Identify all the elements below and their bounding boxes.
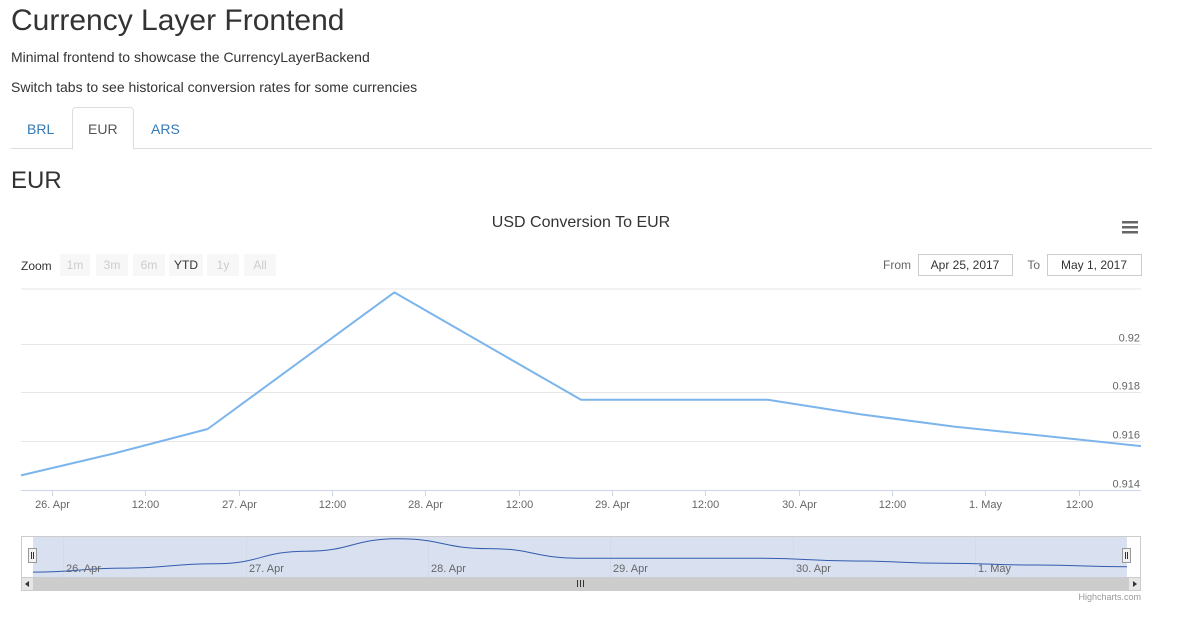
navigator-selection-mask[interactable] (33, 537, 1127, 577)
data-point[interactable] (202, 423, 214, 435)
chevron-right-icon (1133, 581, 1137, 587)
from-date-input[interactable]: Apr 25, 2017 (918, 254, 1013, 276)
data-point[interactable] (15, 469, 27, 481)
handle-body (1122, 548, 1131, 563)
zoom-ytd-label: YTD (174, 258, 198, 272)
from-label: From (883, 258, 911, 272)
zoom-6m-button[interactable]: 6m (133, 254, 165, 276)
navigator-tick-label: 30. Apr (796, 563, 831, 575)
data-point[interactable] (668, 394, 680, 406)
zoom-1m-button[interactable]: 1m (60, 254, 90, 276)
data-point[interactable] (108, 447, 120, 459)
to-date-value: May 1, 2017 (1061, 258, 1127, 272)
scrollbar-left-arrow-button[interactable] (21, 577, 34, 591)
from-date-value: Apr 25, 2017 (931, 258, 1000, 272)
zoom-1y-label: 1y (217, 258, 230, 272)
navigator-tick-label: 1. May (978, 563, 1012, 575)
x-tick-label: 12:00 (1066, 499, 1094, 511)
zoom-6m-label: 6m (141, 258, 158, 272)
section-title: EUR (11, 167, 62, 194)
zoom-1m-label: 1m (67, 258, 84, 272)
x-tick-label: 28. Apr (408, 499, 443, 511)
data-point[interactable] (295, 355, 307, 367)
data-point[interactable] (762, 394, 774, 406)
y-tick-label: 0.914 (1112, 479, 1140, 491)
navigator-series-line (32, 538, 1128, 573)
zoom-all-label: All (253, 258, 266, 272)
tab-eur[interactable]: EUR (72, 107, 134, 150)
hamburger-menu-icon[interactable] (1116, 215, 1144, 239)
to-date-input[interactable]: May 1, 2017 (1047, 254, 1142, 276)
x-tick-label: 1. May (969, 499, 1003, 511)
x-tick-label: 29. Apr (595, 499, 630, 511)
navigator-tick-label: 26. Apr (66, 563, 101, 575)
x-tick-label: 12:00 (506, 499, 534, 511)
navigator-scrollbar[interactable] (21, 577, 1141, 591)
x-tick-label: 12:00 (879, 499, 907, 511)
chart-title: USD Conversion To EUR (492, 214, 670, 231)
handle-body (28, 548, 37, 563)
data-point[interactable] (482, 340, 494, 352)
navigator-tick-label: 28. Apr (431, 563, 466, 575)
y-tick-label: 0.918 (1112, 381, 1140, 393)
page-title: Currency Layer Frontend (11, 4, 345, 37)
stock-chart: USD Conversion To EUR Zoom 1m 3m 6m (15, 214, 1147, 602)
x-tick-label: 26. Apr (35, 499, 70, 511)
tab-ars[interactable]: ARS (151, 121, 180, 137)
lead-text: Minimal frontend to showcase the Currenc… (11, 49, 370, 65)
zoom-ytd-button[interactable]: YTD (169, 254, 203, 276)
navigator-left-handle[interactable] (28, 548, 37, 563)
data-point[interactable] (855, 408, 867, 420)
plot-area[interactable]: 0.914 0.916 0.918 0.92 26. Apr 12:00 27. Apr 12… (15, 286, 1147, 511)
x-tick-label: 12:00 (692, 499, 720, 511)
to-label: To (1027, 258, 1040, 272)
navigator[interactable]: 26. Apr 27. Apr 28. Apr 29. Apr 30. Apr 1. Ma… (21, 536, 1141, 591)
x-tick-label: 12:00 (132, 499, 160, 511)
currency-tabs: BRL EUR ARS (11, 107, 1152, 150)
tab-brl[interactable]: BRL (27, 121, 55, 137)
zoom-3m-label: 3m (104, 258, 121, 272)
zoom-3m-button[interactable]: 3m (96, 254, 128, 276)
data-point[interactable] (1042, 430, 1054, 442)
data-point[interactable] (948, 421, 960, 433)
y-tick-label: 0.92 (1119, 333, 1140, 345)
credits-link[interactable]: Highcharts.com (1078, 592, 1141, 602)
x-tick-label: 12:00 (319, 499, 347, 511)
series-line[interactable] (20, 291, 1142, 477)
x-tick-label: 27. Apr (222, 499, 257, 511)
data-point[interactable] (575, 394, 587, 406)
zoom-1y-button[interactable]: 1y (207, 254, 239, 276)
navigator-tick-label: 27. Apr (249, 563, 284, 575)
data-point[interactable] (388, 286, 400, 298)
instruction-text: Switch tabs to see historical conversion… (11, 79, 418, 95)
navigator-tick-label: 29. Apr (613, 563, 648, 575)
chart-container: USD Conversion To EUR Zoom 1m 3m 6m (11, 200, 1151, 610)
x-tick-label: 30. Apr (782, 499, 817, 511)
navigator-right-handle[interactable] (1122, 548, 1131, 563)
y-tick-label: 0.916 (1112, 430, 1140, 442)
zoom-all-button[interactable]: All (244, 254, 276, 276)
zoom-label: Zoom (21, 259, 52, 273)
data-point[interactable] (1135, 440, 1147, 452)
chevron-left-icon (25, 581, 29, 587)
scrollbar-right-arrow-button[interactable] (1128, 577, 1141, 591)
